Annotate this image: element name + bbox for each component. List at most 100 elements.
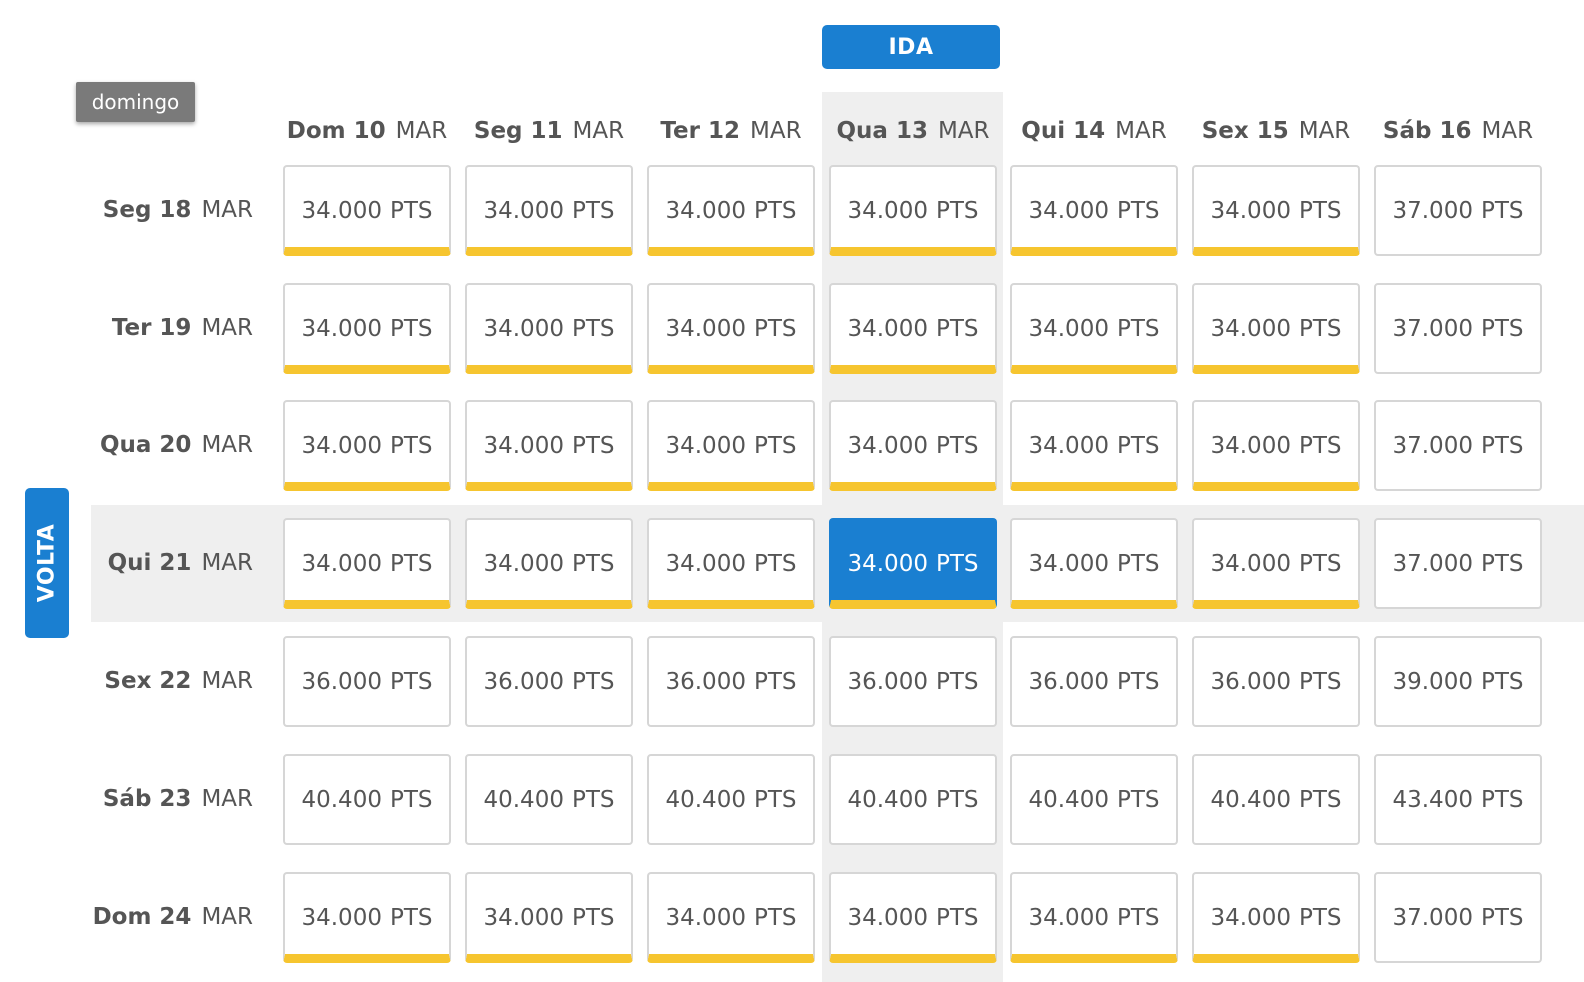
fare-cell[interactable]: 34.000 PTS — [647, 872, 815, 963]
fare-cell[interactable]: 36.000 PTS — [1192, 636, 1360, 727]
fare-cell[interactable]: 37.000 PTS — [1374, 283, 1542, 374]
return-date-header-5-month: MAR — [201, 786, 253, 812]
outbound-date-header-0: Dom 10 MAR — [276, 111, 458, 151]
outbound-date-header-2-month: MAR — [750, 118, 802, 144]
fare-points-value: 40.400 — [665, 786, 746, 813]
fare-cell[interactable]: 37.000 PTS — [1374, 400, 1542, 491]
fare-cell[interactable]: 34.000 PTS — [283, 872, 451, 963]
fare-cell[interactable]: 34.000 PTS — [1192, 165, 1360, 256]
fare-cell[interactable]: 34.000 PTS — [829, 165, 997, 256]
fare-cell[interactable]: 40.400 PTS — [465, 754, 633, 845]
return-date-header-5-day: Sáb 23 — [102, 786, 192, 812]
fare-cell[interactable]: 34.000 PTS — [465, 283, 633, 374]
return-date-header-2: Qua 20 MAR — [60, 425, 253, 465]
fare-points-unit: PTS — [935, 668, 979, 695]
return-date-header-6-day: Dom 24 — [92, 904, 192, 930]
fare-points-value: 34.000 — [1210, 315, 1291, 342]
fare-cell[interactable]: 40.400 PTS — [1192, 754, 1360, 845]
fare-cell[interactable]: 34.000 PTS — [1010, 872, 1178, 963]
fare-points-value: 34.000 — [1028, 550, 1109, 577]
outbound-date-header-4-day: Qui 14 — [1021, 118, 1106, 144]
fare-cell[interactable]: 34.000 PTS — [1010, 400, 1178, 491]
outbound-date-header-6: Sáb 16 MAR — [1367, 111, 1549, 151]
outbound-date-header-6-month: MAR — [1481, 118, 1534, 144]
fare-cell[interactable]: 34.000 PTS — [283, 165, 451, 256]
fare-cell[interactable]: 39.000 PTS — [1374, 636, 1542, 727]
return-date-header-6: Dom 24 MAR — [60, 897, 253, 937]
fare-cell[interactable]: 34.000 PTS — [1192, 400, 1360, 491]
fare-points-value: 36.000 — [1028, 668, 1109, 695]
fare-cell[interactable]: 34.000 PTS — [1010, 283, 1178, 374]
fare-points-value: 36.000 — [301, 668, 382, 695]
fare-cell[interactable]: 43.400 PTS — [1374, 754, 1542, 845]
fare-points-value: 34.000 — [1028, 432, 1109, 459]
fare-cell[interactable]: 34.000 PTS — [829, 400, 997, 491]
fare-cell[interactable]: 37.000 PTS — [1374, 518, 1542, 609]
return-date-header-3-day: Qui 21 — [107, 550, 192, 576]
fare-cell[interactable]: 34.000 PTS — [647, 400, 815, 491]
fare-points-value: 40.400 — [301, 786, 382, 813]
fare-points-value: 34.000 — [301, 432, 382, 459]
fare-cell[interactable]: 36.000 PTS — [829, 636, 997, 727]
fare-cell[interactable]: 37.000 PTS — [1374, 872, 1542, 963]
fare-points-unit: PTS — [389, 904, 433, 931]
fare-cell[interactable]: 34.000 PTS — [1192, 872, 1360, 963]
fare-points-unit: PTS — [1116, 315, 1160, 342]
fare-points-unit: PTS — [1298, 786, 1342, 813]
fare-cell[interactable]: 40.400 PTS — [647, 754, 815, 845]
fare-cell[interactable]: 34.000 PTS — [647, 283, 815, 374]
fare-points-value: 34.000 — [665, 197, 746, 224]
fare-cell[interactable]: 34.000 PTS — [465, 872, 633, 963]
fare-cell[interactable]: 34.000 PTS — [1010, 165, 1178, 256]
fare-cell[interactable]: 37.000 PTS — [1374, 165, 1542, 256]
fare-cell[interactable]: 34.000 PTS — [465, 518, 633, 609]
fare-points-value: 34.000 — [847, 904, 928, 931]
return-date-header-2-day: Qua 20 — [99, 432, 192, 458]
fare-cell[interactable]: 34.000 PTS — [283, 400, 451, 491]
fare-points-value: 34.000 — [483, 197, 564, 224]
fare-points-unit: PTS — [1480, 668, 1524, 695]
fare-cell[interactable]: 34.000 PTS — [647, 165, 815, 256]
fare-cell[interactable]: 40.400 PTS — [829, 754, 997, 845]
outbound-date-header-1-day: Seg 11 — [473, 118, 563, 144]
fare-points-value: 37.000 — [1392, 315, 1473, 342]
fare-points-value: 34.000 — [483, 432, 564, 459]
fare-cell[interactable]: 40.400 PTS — [1010, 754, 1178, 845]
fare-cell[interactable]: 34.000 PTS — [1010, 518, 1178, 609]
fare-cell[interactable]: 34.000 PTS — [829, 872, 997, 963]
fare-cell[interactable]: 34.000 PTS — [1192, 283, 1360, 374]
return-date-header-1-month: MAR — [201, 315, 253, 341]
fare-cell[interactable]: 36.000 PTS — [647, 636, 815, 727]
outbound-date-header-1: Seg 11 MAR — [458, 111, 640, 151]
fare-points-unit: PTS — [753, 197, 797, 224]
fare-points-unit: PTS — [1480, 904, 1524, 931]
outbound-date-header-4-month: MAR — [1115, 118, 1167, 144]
fare-cell[interactable]: 34.000 PTS — [1192, 518, 1360, 609]
fare-cell[interactable]: 34.000 PTS — [829, 283, 997, 374]
volta-label-text: VOLTA — [34, 523, 60, 603]
fare-points-value: 43.400 — [1392, 786, 1473, 813]
fare-points-unit: PTS — [571, 786, 615, 813]
fare-points-unit: PTS — [1298, 904, 1342, 931]
return-date-header-6-month: MAR — [201, 904, 253, 930]
fare-points-unit: PTS — [1298, 315, 1342, 342]
outbound-date-header-5: Sex 15 MAR — [1185, 111, 1367, 151]
fare-cell[interactable]: 34.000 PTS — [647, 518, 815, 609]
fare-points-unit: PTS — [753, 315, 797, 342]
fare-cell[interactable]: 36.000 PTS — [465, 636, 633, 727]
fare-cell[interactable]: 34.000 PTS — [829, 518, 997, 609]
fare-cell[interactable]: 34.000 PTS — [283, 518, 451, 609]
fare-points-value: 34.000 — [1028, 315, 1109, 342]
fare-cell[interactable]: 36.000 PTS — [283, 636, 451, 727]
fare-cell[interactable]: 40.400 PTS — [283, 754, 451, 845]
fare-cell[interactable]: 34.000 PTS — [283, 283, 451, 374]
fare-points-unit: PTS — [1298, 668, 1342, 695]
outbound-date-header-6-day: Sáb 16 — [1382, 118, 1472, 144]
fare-cell[interactable]: 34.000 PTS — [465, 400, 633, 491]
fare-cell[interactable]: 36.000 PTS — [1010, 636, 1178, 727]
outbound-date-header-4: Qui 14 MAR — [1003, 111, 1185, 151]
return-date-header-2-month: MAR — [201, 432, 253, 458]
fare-cell[interactable]: 34.000 PTS — [465, 165, 633, 256]
outbound-date-header-1-month: MAR — [572, 118, 625, 144]
fare-points-value: 34.000 — [301, 197, 382, 224]
